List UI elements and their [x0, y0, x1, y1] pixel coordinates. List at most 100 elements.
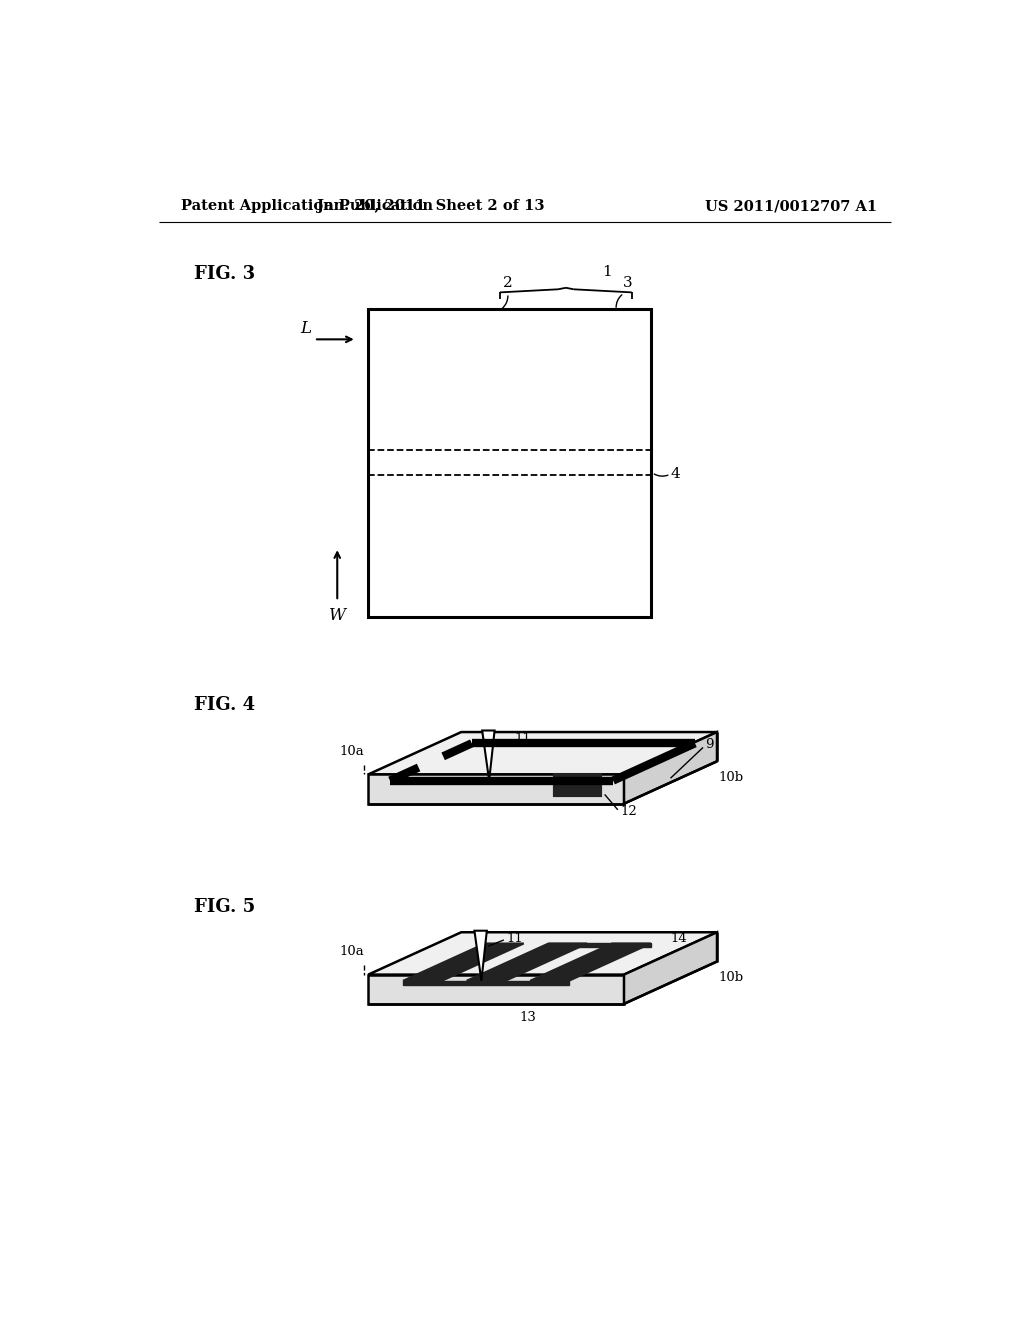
Polygon shape	[554, 777, 601, 796]
Text: 4: 4	[671, 467, 680, 480]
Bar	[415, 323, 430, 333]
Text: 1: 1	[602, 265, 611, 280]
Bar	[636, 523, 643, 533]
Bar	[644, 388, 650, 399]
Bar	[522, 322, 555, 348]
Text: FIG. 5: FIG. 5	[194, 898, 255, 916]
Bar	[534, 408, 552, 417]
Polygon shape	[369, 775, 624, 804]
Bar	[516, 319, 522, 329]
Text: 2: 2	[503, 276, 513, 290]
Bar	[554, 389, 570, 404]
Polygon shape	[624, 733, 717, 804]
Bar	[435, 314, 472, 342]
Bar	[502, 329, 513, 335]
Polygon shape	[403, 981, 569, 985]
Bar	[451, 572, 465, 579]
Text: W: W	[329, 607, 346, 624]
Bar	[392, 516, 422, 540]
Bar	[488, 376, 511, 395]
Text: 11: 11	[506, 932, 523, 945]
Bar	[435, 392, 464, 414]
Bar	[603, 576, 614, 585]
Bar	[575, 381, 595, 393]
Text: 9: 9	[706, 738, 714, 751]
Bar	[468, 576, 485, 586]
Bar	[381, 330, 386, 341]
Text: 10a: 10a	[340, 945, 365, 958]
Bar	[539, 568, 555, 578]
Bar	[420, 576, 449, 589]
Bar	[422, 381, 438, 389]
Polygon shape	[474, 931, 486, 981]
Bar	[460, 346, 478, 359]
Text: FIG. 3: FIG. 3	[194, 264, 255, 282]
Bar	[403, 334, 434, 360]
Text: 10b: 10b	[719, 972, 743, 985]
Bar	[398, 387, 424, 408]
Polygon shape	[467, 944, 588, 981]
Bar	[511, 387, 536, 407]
Bar	[381, 388, 386, 399]
Bar	[479, 397, 490, 405]
Text: Patent Application Publication: Patent Application Publication	[180, 199, 433, 213]
Bar	[636, 319, 643, 329]
Bar	[372, 515, 378, 525]
Bar	[562, 574, 574, 582]
Bar	[608, 318, 616, 330]
Bar	[369, 565, 376, 576]
Bar	[502, 536, 522, 552]
Polygon shape	[554, 775, 601, 796]
Text: 12: 12	[621, 805, 637, 818]
Bar	[464, 511, 498, 537]
Text: FIG. 4: FIG. 4	[194, 696, 255, 714]
Bar	[615, 381, 633, 397]
Bar	[462, 383, 476, 396]
Bar	[574, 520, 596, 533]
Bar	[563, 323, 577, 330]
Text: 11: 11	[514, 731, 530, 744]
Text: 13: 13	[519, 1011, 537, 1024]
Bar	[394, 566, 420, 582]
Bar	[517, 515, 545, 537]
Bar	[446, 527, 475, 544]
Polygon shape	[403, 944, 523, 981]
Text: Jan. 20, 2011  Sheet 2 of 13: Jan. 20, 2011 Sheet 2 of 13	[316, 199, 544, 213]
Bar	[390, 400, 393, 409]
Bar	[623, 543, 644, 552]
Polygon shape	[530, 944, 651, 981]
Bar	[418, 535, 434, 544]
Bar	[514, 573, 532, 583]
Polygon shape	[624, 932, 717, 1003]
Text: 10b: 10b	[719, 771, 743, 784]
Bar	[488, 568, 511, 577]
Bar	[594, 546, 607, 553]
Text: 10a: 10a	[340, 744, 365, 758]
Bar	[616, 569, 639, 579]
Bar	[393, 351, 397, 363]
Bar	[598, 397, 610, 404]
Bar	[538, 546, 555, 556]
Polygon shape	[369, 974, 624, 1003]
Text: 14: 14	[671, 932, 687, 945]
Bar	[579, 570, 599, 578]
Bar	[374, 577, 393, 585]
Bar	[430, 516, 454, 533]
Bar	[485, 546, 499, 556]
Polygon shape	[369, 932, 717, 974]
Text: 3: 3	[623, 276, 633, 290]
Bar	[637, 574, 649, 586]
Bar	[568, 339, 587, 355]
Polygon shape	[482, 730, 495, 780]
Bar	[630, 400, 641, 409]
Bar	[618, 329, 637, 346]
Bar	[377, 532, 398, 540]
Bar	[583, 321, 611, 347]
Polygon shape	[369, 733, 717, 775]
Bar	[611, 523, 629, 537]
Polygon shape	[369, 309, 651, 616]
Polygon shape	[549, 944, 651, 948]
Text: L: L	[300, 319, 311, 337]
Bar	[557, 528, 575, 544]
Text: US 2011/0012707 A1: US 2011/0012707 A1	[706, 199, 878, 213]
